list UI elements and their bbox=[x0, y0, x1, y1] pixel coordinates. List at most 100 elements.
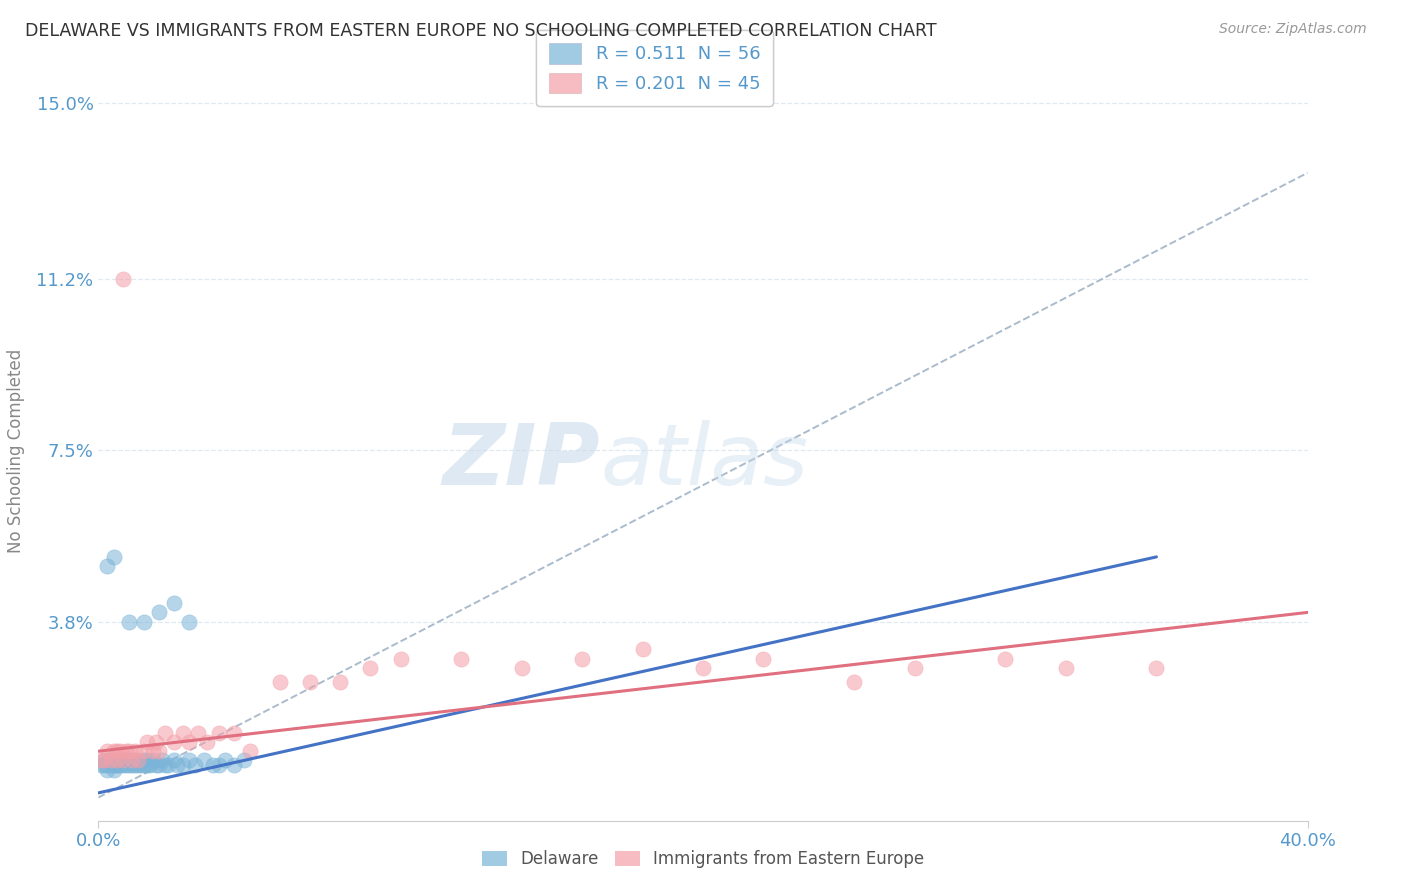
Point bbox=[127, 754, 149, 768]
Point bbox=[239, 744, 262, 758]
Point bbox=[389, 651, 412, 665]
Point bbox=[114, 744, 136, 758]
Point bbox=[93, 754, 115, 768]
Point bbox=[96, 754, 118, 768]
Point bbox=[135, 754, 157, 768]
Point bbox=[124, 754, 146, 768]
Point bbox=[208, 725, 231, 739]
Point bbox=[184, 758, 207, 772]
Y-axis label: No Schooling Completed: No Schooling Completed bbox=[7, 349, 25, 552]
Point bbox=[360, 661, 382, 675]
Point bbox=[114, 754, 136, 768]
Point bbox=[299, 674, 322, 689]
Point bbox=[224, 725, 246, 739]
Point bbox=[111, 758, 134, 772]
Point bbox=[163, 754, 186, 768]
Point bbox=[121, 754, 143, 768]
Point bbox=[145, 735, 167, 749]
Point bbox=[124, 758, 146, 772]
Point bbox=[148, 744, 170, 758]
Point bbox=[163, 735, 186, 749]
Point bbox=[108, 758, 131, 772]
Point bbox=[148, 758, 170, 772]
Point bbox=[232, 754, 254, 768]
Text: DELAWARE VS IMMIGRANTS FROM EASTERN EUROPE NO SCHOOLING COMPLETED CORRELATION CH: DELAWARE VS IMMIGRANTS FROM EASTERN EURO… bbox=[25, 22, 936, 40]
Point bbox=[172, 758, 194, 772]
Point bbox=[1054, 661, 1077, 675]
Point bbox=[93, 758, 115, 772]
Point bbox=[329, 674, 352, 689]
Point bbox=[195, 735, 218, 749]
Text: Source: ZipAtlas.com: Source: ZipAtlas.com bbox=[1219, 22, 1367, 37]
Point bbox=[100, 754, 122, 768]
Point bbox=[179, 754, 201, 768]
Point bbox=[179, 735, 201, 749]
Point bbox=[105, 754, 128, 768]
Point bbox=[692, 661, 714, 675]
Point bbox=[103, 744, 125, 758]
Point bbox=[124, 744, 146, 758]
Point bbox=[752, 651, 775, 665]
Point bbox=[111, 272, 134, 286]
Point bbox=[172, 725, 194, 739]
Point bbox=[100, 754, 122, 768]
Point bbox=[208, 758, 231, 772]
Point bbox=[90, 758, 112, 772]
Point bbox=[142, 754, 165, 768]
Point bbox=[153, 758, 176, 772]
Point bbox=[93, 754, 115, 768]
Point bbox=[96, 744, 118, 758]
Point bbox=[135, 735, 157, 749]
Point bbox=[118, 744, 141, 758]
Point bbox=[108, 754, 131, 768]
Point bbox=[132, 615, 155, 629]
Point bbox=[214, 754, 236, 768]
Point bbox=[202, 758, 225, 772]
Point bbox=[145, 758, 167, 772]
Point bbox=[1144, 661, 1167, 675]
Point bbox=[132, 758, 155, 772]
Point bbox=[132, 744, 155, 758]
Legend: Delaware, Immigrants from Eastern Europe: Delaware, Immigrants from Eastern Europe bbox=[475, 844, 931, 875]
Point bbox=[631, 642, 654, 657]
Point bbox=[994, 651, 1017, 665]
Point bbox=[179, 615, 201, 629]
Point bbox=[450, 651, 472, 665]
Point bbox=[103, 549, 125, 564]
Point bbox=[111, 754, 134, 768]
Point bbox=[121, 758, 143, 772]
Point bbox=[510, 661, 533, 675]
Point bbox=[105, 758, 128, 772]
Text: atlas: atlas bbox=[600, 420, 808, 503]
Point bbox=[148, 606, 170, 620]
Point bbox=[111, 754, 134, 768]
Point bbox=[127, 758, 149, 772]
Legend: R = 0.511  N = 56, R = 0.201  N = 45: R = 0.511 N = 56, R = 0.201 N = 45 bbox=[536, 30, 773, 106]
Point bbox=[193, 754, 215, 768]
Point bbox=[153, 725, 176, 739]
Point bbox=[139, 758, 162, 772]
Point bbox=[844, 674, 866, 689]
Point bbox=[96, 763, 118, 777]
Point bbox=[135, 758, 157, 772]
Point bbox=[132, 754, 155, 768]
Point bbox=[269, 674, 291, 689]
Point bbox=[96, 559, 118, 574]
Point bbox=[118, 758, 141, 772]
Point bbox=[114, 758, 136, 772]
Point bbox=[103, 763, 125, 777]
Point bbox=[96, 758, 118, 772]
Point bbox=[100, 758, 122, 772]
Point bbox=[163, 596, 186, 610]
Text: ZIP: ZIP bbox=[443, 420, 600, 503]
Point bbox=[105, 758, 128, 772]
Point bbox=[571, 651, 593, 665]
Point bbox=[108, 744, 131, 758]
Point bbox=[103, 754, 125, 768]
Point bbox=[118, 615, 141, 629]
Point bbox=[150, 754, 173, 768]
Point bbox=[166, 758, 188, 772]
Point bbox=[904, 661, 927, 675]
Point bbox=[142, 744, 165, 758]
Point bbox=[90, 754, 112, 768]
